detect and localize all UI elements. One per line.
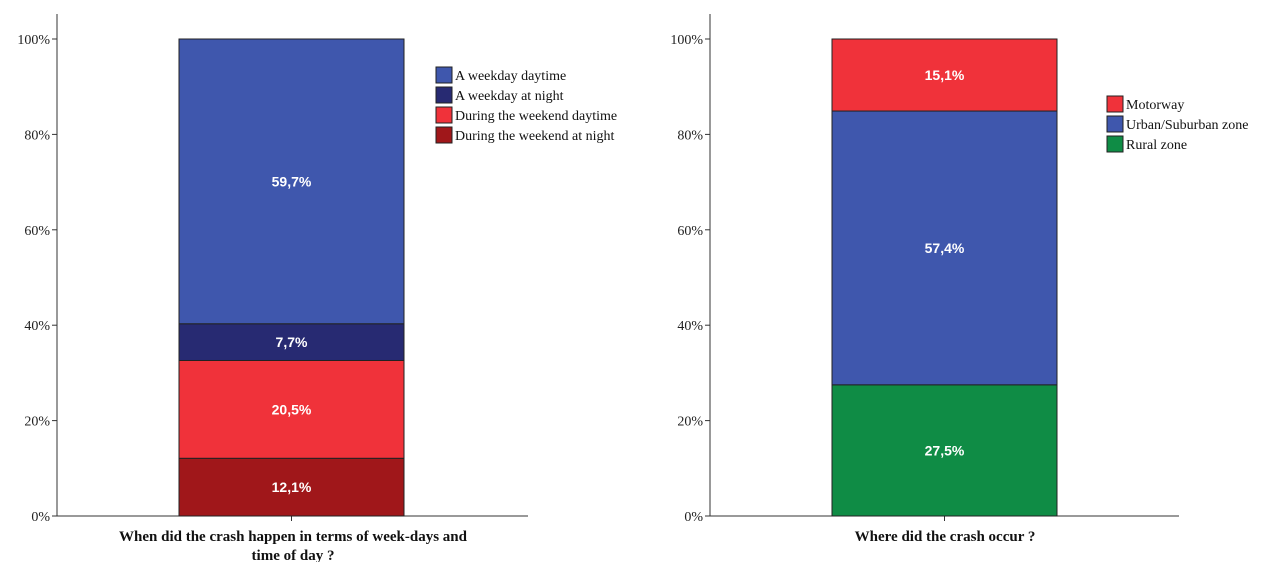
chart-1-legend-swatch [435, 86, 453, 104]
chart-1-legend-label: During the weekend daytime [455, 109, 617, 124]
chart-1-x-axis-label: time of day ? [252, 548, 335, 562]
chart-2-legend-label: Motorway [1126, 98, 1184, 113]
chart-1-y-tick-label: 100% [17, 33, 50, 48]
chart-2-bar-urban-suburban-zone [831, 110, 1058, 386]
chart-2-value-label-motorway: 15,1% [925, 67, 965, 83]
chart-1: 0% 20% 40% 60% 80% 100% 12,1% 20,5% 7,7% 59,7% Whe… [17, 14, 617, 562]
chart-1-legend-swatch [435, 126, 453, 144]
chart-1-bar-during-the-weekend-at-night [178, 457, 405, 517]
chart-2-legend: Motorway Urban/Suburban zone Rural zone [1106, 95, 1248, 153]
chart-1-value-label-a-weekday-at-night: 7,7% [276, 334, 308, 350]
chart-1-legend: A weekday daytime A weekday at night Durin… [435, 66, 617, 144]
chart-2-bar-motorway [831, 38, 1058, 112]
chart-1-bar-a-weekday-at-night [178, 323, 405, 361]
chart-2-y-tick-label: 80% [677, 128, 703, 143]
chart-1-y-tick-label: 40% [24, 319, 50, 334]
chart-1-legend-label: A weekday daytime [455, 69, 566, 84]
chart-1-y-tick-label: 20% [24, 415, 50, 430]
chart-1-x-axis-label: When did the crash happen in terms of we… [119, 529, 468, 545]
chart-1-legend-swatch [435, 106, 453, 124]
chart-2-y-tick-label: 20% [677, 415, 703, 430]
chart-2-y-tick-label: 40% [677, 319, 703, 334]
chart-2-value-label-rural-zone: 27,5% [925, 442, 965, 458]
chart-2-legend-swatch [1106, 115, 1124, 133]
chart-2-y-tick-label: 0% [684, 510, 703, 525]
chart-2-y-tick-label: 60% [677, 224, 703, 239]
chart-2-x-axis-label: Where did the crash occur ? [855, 529, 1036, 545]
chart-2-value-label-urban-suburban-zone: 57,4% [925, 240, 965, 256]
chart-1-legend-swatch [435, 66, 453, 84]
chart-2: 0% 20% 40% 60% 80% 100% 27,5% 57,4% 15,1% Where d… [670, 14, 1248, 545]
chart-1-value-label-during-the-weekend-at-night: 12,1% [272, 479, 312, 495]
chart-2-legend-swatch [1106, 135, 1124, 153]
chart-1-value-label-a-weekday-daytime: 59,7% [272, 173, 312, 189]
chart-2-legend-label: Urban/Suburban zone [1126, 118, 1248, 133]
chart-2-legend-label: Rural zone [1126, 138, 1187, 153]
chart-1-legend-label: A weekday at night [455, 89, 564, 104]
chart-1-legend-label: During the weekend at night [455, 129, 615, 144]
chart-1-bar-a-weekday-daytime [178, 38, 405, 325]
chart-1-bar-during-the-weekend-daytime [178, 359, 405, 459]
chart-2-legend-swatch [1106, 95, 1124, 113]
chart-1-y-tick-label: 60% [24, 224, 50, 239]
chart-2-bar-rural-zone [831, 384, 1058, 517]
chart-1-value-label-during-the-weekend-daytime: 20,5% [272, 401, 312, 417]
chart-1-y-tick-label: 0% [31, 510, 50, 525]
chart-1-y-tick-label: 80% [24, 128, 50, 143]
chart-2-y-tick-label: 100% [670, 33, 703, 48]
